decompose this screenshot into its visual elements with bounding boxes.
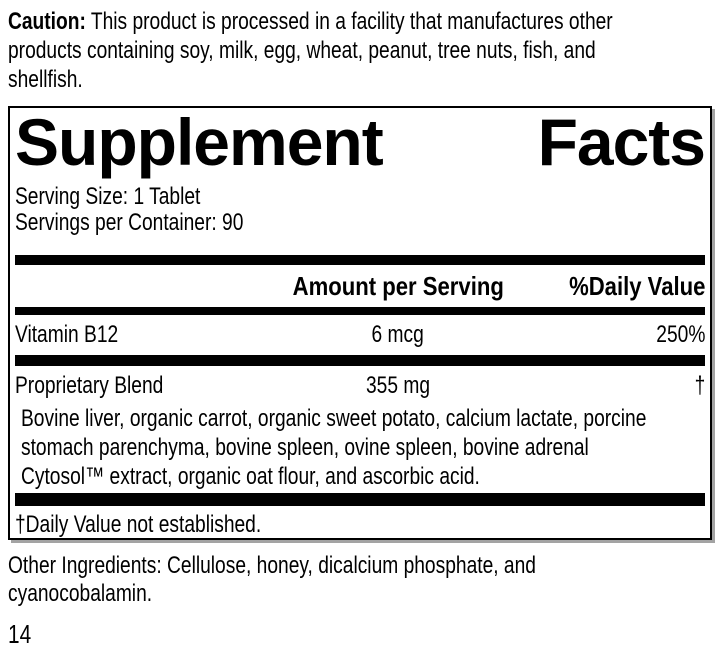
title-word-supplement: Supplement xyxy=(15,105,384,179)
table-header-row: Amount per Serving %Daily Value xyxy=(15,265,705,307)
supplement-facts-title: Supplement Facts xyxy=(15,105,706,179)
serving-size: Serving Size: 1 Tablet xyxy=(15,183,201,210)
column-header-daily-value: %Daily Value xyxy=(568,270,705,301)
proprietary-blend-description: Bovine liver, organic carrot, organic sw… xyxy=(15,404,705,491)
blend-description-line-2: stomach parenchyma, bovine spleen, ovine… xyxy=(21,434,589,461)
row-rule xyxy=(15,355,705,366)
other-ingredients-line-2: cyanocobalamin. xyxy=(8,580,153,607)
nutrient-daily-value: 250% xyxy=(655,321,705,348)
blend-description-line-3: Cytosol™ extract, organic oat flour, and… xyxy=(21,463,480,490)
other-ingredients-line-1: Other Ingredients: Cellulose, honey, dic… xyxy=(8,552,536,579)
nutrient-amount: 6 mcg xyxy=(371,321,425,348)
caution-line-2: products containing soy, milk, egg, whea… xyxy=(8,37,596,64)
blend-description-line-1: Bovine liver, organic carrot, organic sw… xyxy=(21,405,647,432)
servings-per-container: Servings per Container: 90 xyxy=(15,209,244,236)
supplement-facts-panel: Supplement Facts Serving Size: 1 Tablet … xyxy=(8,106,712,540)
other-ingredients: Other Ingredients: Cellulose, honey, dic… xyxy=(8,552,668,608)
thick-rule-top xyxy=(15,255,705,265)
caution-line-1: Caution: This product is processed in a … xyxy=(8,7,613,36)
table-row-vitamin-b12: Vitamin B12 6 mcg 250% xyxy=(15,315,705,355)
nutrient-amount: 355 mg xyxy=(365,372,430,399)
caution-line-1-text: This product is processed in a facility … xyxy=(85,8,613,35)
caution-text: Caution: This product is processed in a … xyxy=(8,7,720,94)
nutrient-name: Proprietary Blend xyxy=(15,372,164,399)
caution-line-3: shellfish. xyxy=(8,66,83,93)
table-row-proprietary-blend: Proprietary Blend 355 mg † xyxy=(15,374,705,398)
nutrient-daily-value-dagger: † xyxy=(694,372,705,399)
page-number: 14 xyxy=(8,619,32,649)
column-header-amount: Amount per Serving xyxy=(292,270,504,301)
nutrient-name: Vitamin B12 xyxy=(15,321,119,348)
caution-label: Caution: xyxy=(8,8,86,35)
daily-value-footnote: †Daily Value not established. xyxy=(15,511,262,538)
serving-info: Serving Size: 1 Tablet Servings per Cont… xyxy=(15,184,705,236)
header-rule xyxy=(15,307,705,315)
title-word-facts: Facts xyxy=(537,105,706,179)
thick-rule-bottom xyxy=(15,493,705,506)
